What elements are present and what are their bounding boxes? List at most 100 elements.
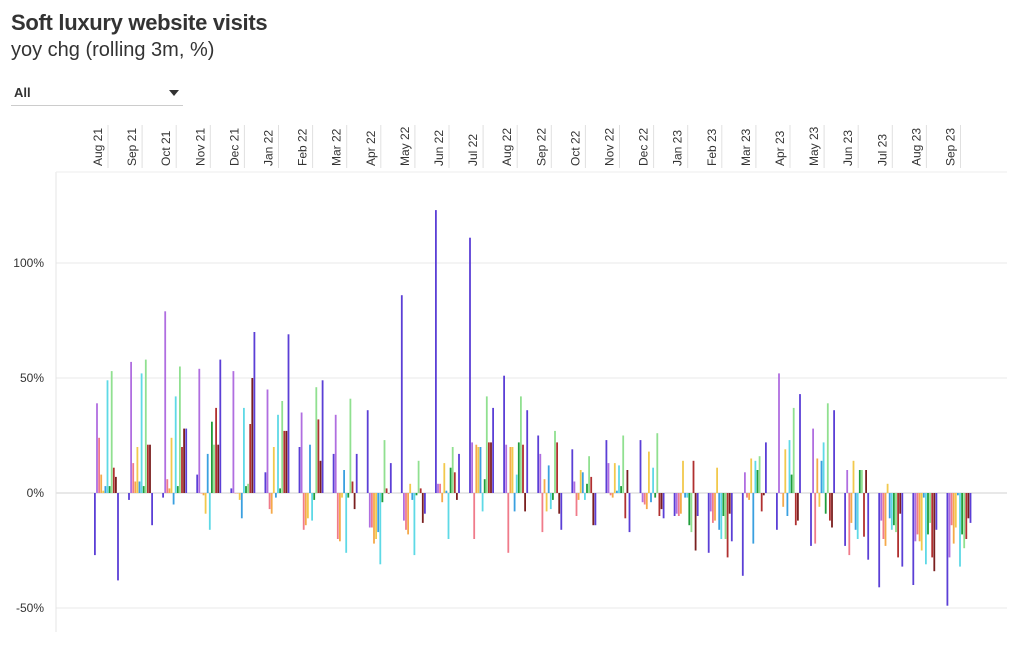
bar[interactable] xyxy=(586,483,588,493)
bar[interactable] xyxy=(345,493,348,553)
bar[interactable] xyxy=(415,493,418,496)
bar[interactable] xyxy=(215,407,217,493)
bar[interactable] xyxy=(660,493,663,510)
bar[interactable] xyxy=(443,463,446,493)
bar[interactable] xyxy=(481,493,484,512)
bar[interactable] xyxy=(447,493,450,539)
bar[interactable] xyxy=(965,493,968,539)
bar[interactable] xyxy=(128,493,130,500)
bar[interactable] xyxy=(185,428,188,493)
bar[interactable] xyxy=(304,493,307,526)
bar[interactable] xyxy=(334,414,337,493)
bar[interactable] xyxy=(313,493,316,500)
bar[interactable] xyxy=(140,373,143,493)
bar[interactable] xyxy=(309,444,311,493)
bar[interactable] xyxy=(844,493,846,546)
bar[interactable] xyxy=(584,493,586,500)
bar[interactable] xyxy=(707,493,710,553)
bar[interactable] xyxy=(686,493,689,498)
bar[interactable] xyxy=(696,493,699,516)
bar[interactable] xyxy=(888,493,891,519)
bar[interactable] xyxy=(211,421,213,493)
bar[interactable] xyxy=(300,412,303,494)
bar[interactable] xyxy=(511,447,514,493)
bar[interactable] xyxy=(914,493,917,542)
bar[interactable] xyxy=(307,493,309,519)
bar[interactable] xyxy=(846,470,849,493)
bar[interactable] xyxy=(407,493,409,535)
bar[interactable] xyxy=(790,474,793,493)
bar[interactable] xyxy=(752,493,755,544)
bar[interactable] xyxy=(592,493,595,526)
bar[interactable] xyxy=(381,493,384,503)
bar[interactable] xyxy=(176,486,179,493)
bar[interactable] xyxy=(366,410,369,493)
bar[interactable] xyxy=(744,472,746,493)
bar[interactable] xyxy=(270,493,273,514)
bar[interactable] xyxy=(929,493,931,523)
bar[interactable] xyxy=(283,430,286,493)
bar[interactable] xyxy=(694,493,697,551)
bar[interactable] xyxy=(281,401,284,493)
bar[interactable] xyxy=(172,493,175,505)
bar[interactable] xyxy=(861,470,863,493)
bar[interactable] xyxy=(371,493,373,528)
bar[interactable] xyxy=(654,493,657,498)
bar[interactable] xyxy=(788,440,791,493)
bar[interactable] xyxy=(198,368,201,493)
bar[interactable] xyxy=(558,493,561,514)
bar[interactable] xyxy=(251,378,254,493)
bar[interactable] xyxy=(539,453,542,493)
bar[interactable] xyxy=(253,332,256,493)
bar[interactable] xyxy=(748,493,750,500)
bar[interactable] xyxy=(750,458,753,494)
bar[interactable] xyxy=(952,493,955,544)
bar[interactable] xyxy=(368,493,371,528)
bar[interactable] xyxy=(483,479,486,493)
bar[interactable] xyxy=(110,371,113,493)
bar[interactable] xyxy=(741,493,744,576)
bar[interactable] xyxy=(517,442,520,493)
bar[interactable] xyxy=(349,398,352,493)
bar[interactable] xyxy=(485,396,488,493)
bar[interactable] xyxy=(298,447,301,493)
bar[interactable] xyxy=(217,444,220,493)
bar[interactable] xyxy=(628,493,631,533)
bar[interactable] xyxy=(279,488,281,493)
bar[interactable] xyxy=(854,493,857,530)
bar[interactable] xyxy=(882,493,885,539)
bar[interactable] xyxy=(950,493,953,526)
bar[interactable] xyxy=(138,481,141,494)
bar[interactable] xyxy=(445,490,448,493)
bar[interactable] xyxy=(208,493,211,530)
bar[interactable] xyxy=(385,488,388,493)
bar[interactable] xyxy=(776,493,778,530)
bar[interactable] xyxy=(912,493,915,585)
bar[interactable] xyxy=(899,493,902,514)
bar[interactable] xyxy=(311,493,313,521)
bar[interactable] xyxy=(916,493,919,535)
bar[interactable] xyxy=(620,486,622,493)
bar[interactable] xyxy=(927,493,929,535)
bar[interactable] xyxy=(609,493,612,496)
bar[interactable] xyxy=(824,493,827,514)
bar[interactable] xyxy=(812,428,814,493)
bar[interactable] xyxy=(573,481,576,494)
bar[interactable] xyxy=(571,449,574,493)
bar[interactable] xyxy=(677,493,680,516)
bar[interactable] xyxy=(682,460,684,493)
bar[interactable] xyxy=(275,493,277,498)
bar[interactable] xyxy=(946,493,949,606)
bar[interactable] xyxy=(315,387,318,493)
bar[interactable] xyxy=(421,493,424,523)
bar[interactable] xyxy=(232,371,235,493)
bar[interactable] xyxy=(865,470,867,493)
bar[interactable] xyxy=(549,493,552,510)
bar[interactable] xyxy=(389,463,392,493)
bar[interactable] xyxy=(266,389,269,494)
bar[interactable] xyxy=(513,493,516,512)
bar[interactable] xyxy=(449,467,452,493)
bar[interactable] xyxy=(814,493,817,544)
bar[interactable] xyxy=(515,474,518,493)
bar[interactable] xyxy=(179,366,181,494)
